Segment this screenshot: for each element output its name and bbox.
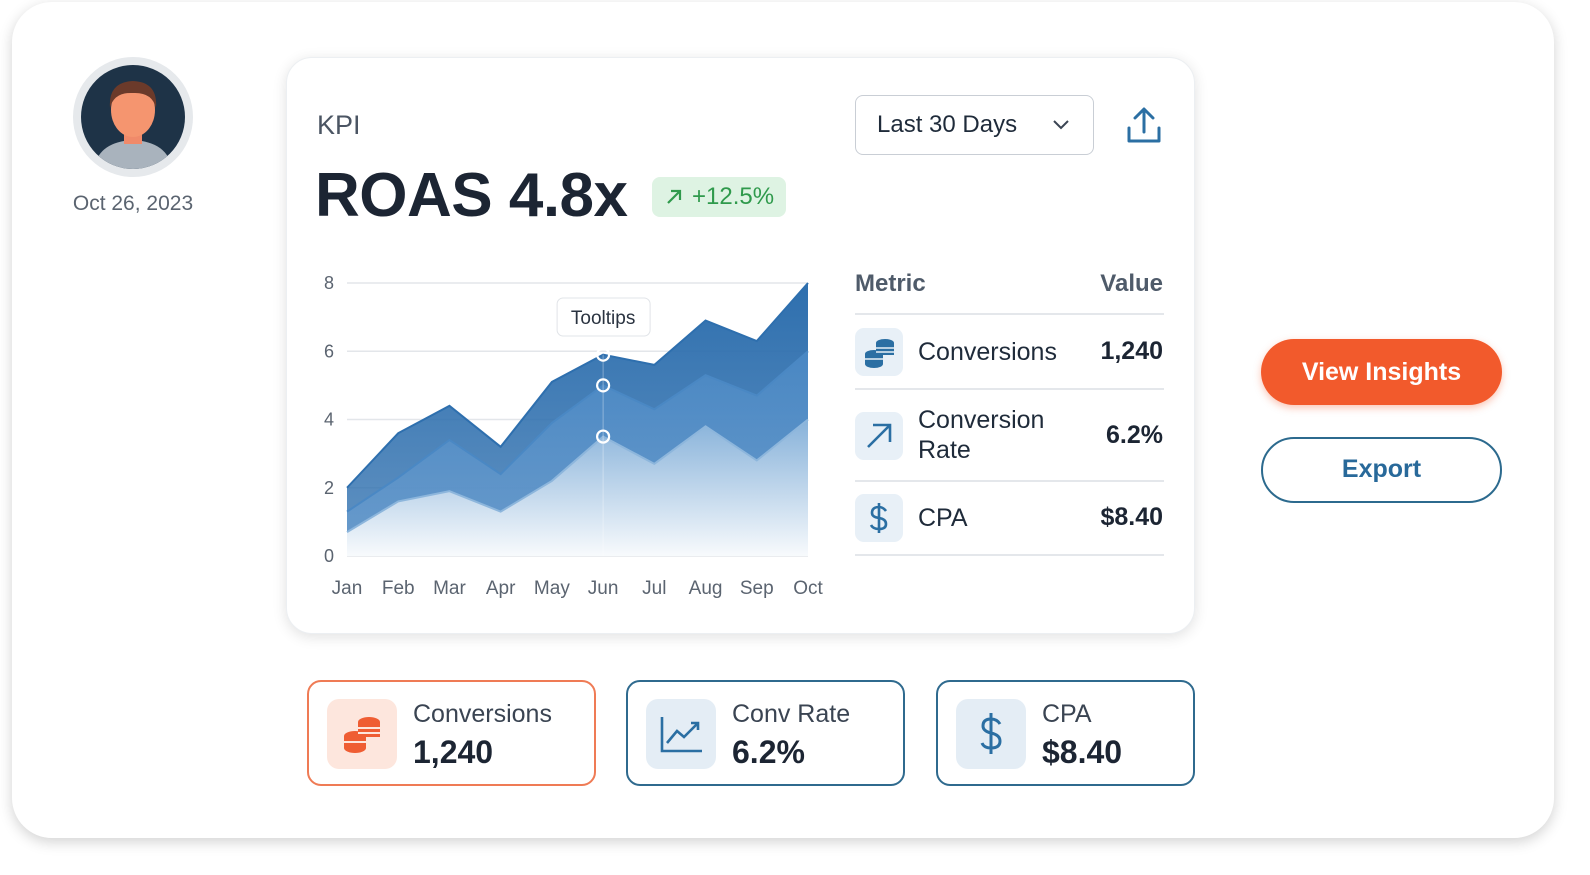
export-button[interactable]: Export [1261, 437, 1502, 503]
card-icon [956, 699, 1026, 769]
x-tick-label: Apr [486, 578, 516, 599]
row-value: 1,240 [1100, 337, 1163, 365]
period-dropdown[interactable]: Last 30 Days [855, 95, 1094, 155]
point-marker [596, 429, 611, 444]
x-tick-label: Oct [793, 578, 823, 599]
x-tick-label: Sep [740, 578, 774, 599]
row-label: Conversions [918, 338, 1057, 366]
kpi-label: KPI [317, 110, 361, 140]
view-insights-button[interactable]: View Insights [1261, 339, 1502, 405]
divider [855, 313, 1164, 315]
card-value: $8.40 [1042, 734, 1123, 770]
chart-icon [660, 717, 702, 753]
row-value: 6.2% [1106, 421, 1163, 449]
row-label: CPA [918, 504, 968, 532]
period-label: Last 30 Days [877, 111, 1018, 138]
row-icon [855, 412, 903, 460]
y-tick-label: 6 [324, 341, 334, 361]
profile-date: Oct 26, 2023 [72, 192, 194, 215]
card-value: 6.2% [732, 734, 805, 770]
kpi-headline: ROAS 4.8x [315, 161, 628, 230]
summary-card[interactable]: Conversions 1,240 [307, 680, 596, 786]
y-tick-label: 0 [324, 546, 334, 566]
area [347, 419, 808, 556]
y-tick-label: 2 [324, 478, 334, 498]
point-marker [596, 378, 611, 393]
coins-icon [865, 339, 894, 368]
x-tick-label: Jun [588, 578, 619, 599]
tooltip-box [556, 297, 651, 337]
x-tick-label: May [534, 578, 570, 599]
divider [855, 554, 1164, 556]
table-header: Metric [855, 270, 926, 297]
card-label: CPA [1042, 700, 1092, 728]
x-tick-label: Jan [332, 578, 363, 599]
x-tick-label: Feb [382, 578, 415, 599]
summary-card[interactable]: CPA $8.40 [936, 680, 1195, 786]
tooltip-label: Tooltips [571, 308, 635, 329]
card-icon [327, 699, 397, 769]
line [346, 418, 809, 533]
x-tick-label: Jul [642, 578, 666, 599]
line [346, 282, 809, 489]
card-value: 1,240 [413, 734, 494, 770]
arrow-icon [867, 423, 892, 448]
divider [855, 388, 1164, 390]
dollar-icon [869, 503, 888, 533]
row-label: Conversion Rate [918, 406, 1045, 464]
x-tick-label: Aug [689, 578, 723, 599]
chevron [1053, 120, 1069, 130]
dollar-icon [980, 713, 1002, 754]
row-icon [855, 328, 903, 376]
card-icon [646, 699, 716, 769]
line [346, 350, 809, 513]
summary-card[interactable]: Conv Rate 6.2% [626, 680, 905, 786]
coins-icon [344, 717, 380, 753]
trend-icon [667, 189, 682, 204]
y-tick-label: 8 [324, 273, 334, 293]
x-tick-label: Mar [433, 578, 466, 599]
change-value: +12.5% [692, 183, 775, 210]
divider [855, 480, 1164, 482]
card-label: Conv Rate [732, 700, 851, 728]
row-value: $8.40 [1100, 503, 1163, 531]
row-icon [855, 494, 903, 542]
share-button[interactable] [1125, 106, 1163, 146]
avatar [73, 57, 193, 177]
change-badge: +12.5% [652, 177, 786, 217]
point-marker [596, 347, 611, 362]
y-tick-label: 4 [324, 410, 334, 430]
table-header: Value [1100, 270, 1163, 297]
card-label: Conversions [413, 700, 552, 728]
